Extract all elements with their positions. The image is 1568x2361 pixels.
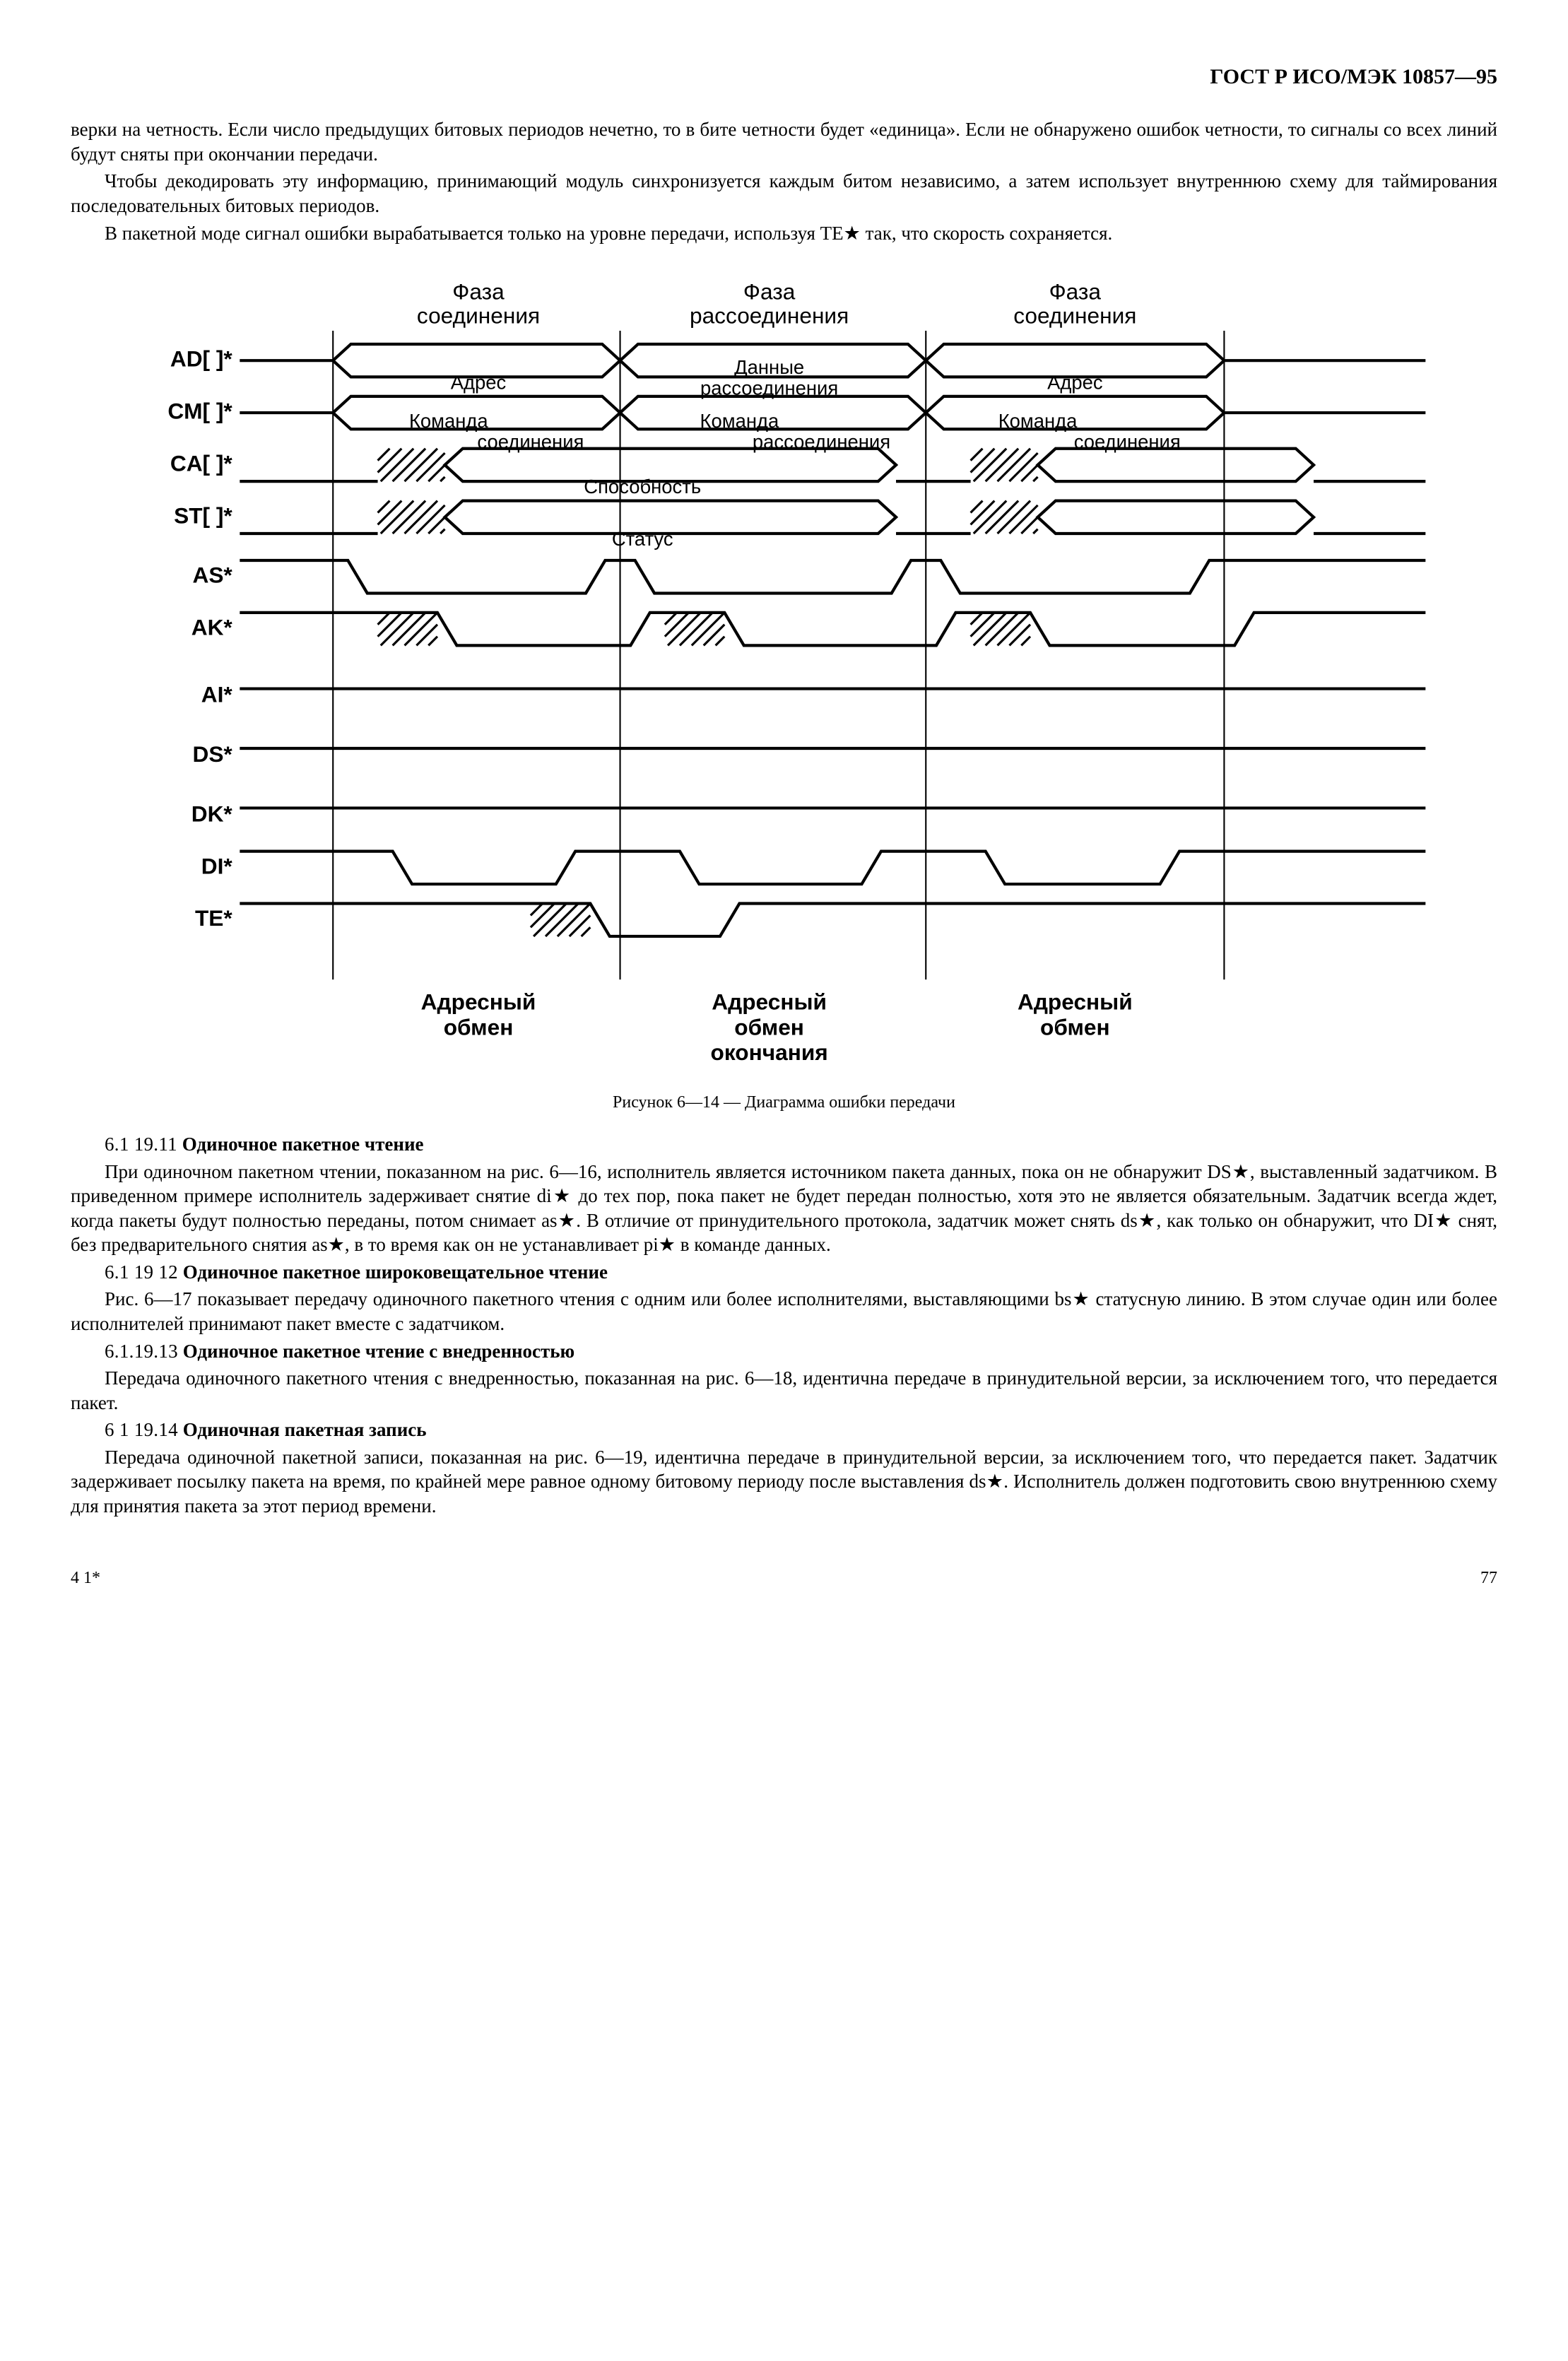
doc-header: ГОСТ Р ИСО/МЭК 10857—95 <box>71 64 1497 90</box>
sec3-body: Передача одиночного пакетного чтения с в… <box>71 1366 1497 1415</box>
footer-left: 4 1* <box>71 1567 100 1589</box>
page-number: 77 <box>1480 1567 1497 1589</box>
svg-text:обмен: обмен <box>1040 1014 1110 1040</box>
svg-text:Данные: Данные <box>734 356 804 378</box>
svg-text:рассоединения: рассоединения <box>690 303 849 329</box>
sec-title: Одиночная пакетная запись <box>183 1419 427 1440</box>
sec-title: Одиночное пакетное чтение <box>182 1134 424 1155</box>
svg-text:DS*: DS* <box>192 741 232 767</box>
svg-text:ST[ ]*: ST[ ]* <box>174 502 232 528</box>
svg-text:CA[ ]*: CA[ ]* <box>170 451 233 476</box>
svg-text:Фаза: Фаза <box>1049 279 1101 305</box>
para-3: В пакетной моде сигнал ошибки вырабатыва… <box>71 221 1497 246</box>
sec3-heading: 6.1.19.13 Одиночное пакетное чтение с вн… <box>71 1339 1497 1364</box>
svg-text:DI*: DI* <box>201 853 233 878</box>
svg-text:рассоединения: рассоединения <box>753 431 890 453</box>
sec1-heading: 6.1 19.11 Одиночное пакетное чтение <box>71 1132 1497 1157</box>
svg-text:Адрес: Адрес <box>1047 371 1103 393</box>
sec4-body: Передача одиночной пакетной записи, пока… <box>71 1445 1497 1519</box>
sec-title: Одиночное пакетное чтение с внедренность… <box>183 1341 574 1362</box>
svg-text:окончания: окончания <box>710 1040 827 1065</box>
svg-text:соединения: соединения <box>417 303 540 329</box>
svg-text:Фаза: Фаза <box>743 279 796 305</box>
svg-text:AI*: AI* <box>201 682 233 707</box>
svg-text:соединения: соединения <box>1013 303 1136 329</box>
svg-text:обмен: обмен <box>443 1014 513 1040</box>
svg-text:Адресный: Адресный <box>712 989 827 1015</box>
svg-text:Фаза: Фаза <box>452 279 505 305</box>
para-1: верки на четность. Если число предыдущих… <box>71 117 1497 166</box>
sec-num: 6.1 19 12 <box>105 1261 178 1283</box>
figure-caption: Рисунок 6—14 — Диаграмма ошибки передачи <box>71 1092 1497 1114</box>
sec2-body: Рис. 6—17 показывает передачу одиночного… <box>71 1287 1497 1336</box>
sec4-heading: 6 1 19.14 Одиночная пакетная запись <box>71 1418 1497 1442</box>
svg-text:DK*: DK* <box>191 801 232 827</box>
svg-text:CM[ ]*: CM[ ]* <box>167 399 232 424</box>
svg-text:AD[ ]*: AD[ ]* <box>170 346 233 372</box>
svg-text:AS*: AS* <box>192 563 232 588</box>
svg-text:Адресный: Адресный <box>1018 989 1133 1015</box>
svg-text:TE*: TE* <box>195 905 232 931</box>
svg-text:AK*: AK* <box>191 615 232 640</box>
svg-text:рассоединения: рассоединения <box>700 377 838 399</box>
sec-num: 6.1 19.11 <box>105 1134 177 1155</box>
svg-text:Адрес: Адрес <box>451 371 507 393</box>
svg-text:соединения: соединения <box>477 431 584 453</box>
svg-text:Статус: Статус <box>612 528 673 550</box>
timing-diagram: ФазасоединенияФазарассоединенияФазасоеди… <box>128 264 1440 1076</box>
svg-text:Команда: Команда <box>700 410 779 432</box>
svg-text:Команда: Команда <box>409 410 488 432</box>
sec2-heading: 6.1 19 12 Одиночное пакетное широковещат… <box>71 1260 1497 1285</box>
sec-num: 6 1 19.14 <box>105 1419 178 1440</box>
sec-num: 6.1.19.13 <box>105 1341 178 1362</box>
svg-text:обмен: обмен <box>734 1014 804 1040</box>
sec-title: Одиночное пакетное широковещательное чте… <box>183 1261 608 1283</box>
svg-text:Команда: Команда <box>998 410 1077 432</box>
svg-text:соединения: соединения <box>1073 431 1180 453</box>
sec1-body: При одиночном пакетном чтении, показанно… <box>71 1160 1497 1257</box>
para-2: Чтобы декодировать эту информацию, прини… <box>71 169 1497 218</box>
svg-text:Адресный: Адресный <box>420 989 536 1015</box>
svg-text:Способность: Способность <box>584 476 701 497</box>
